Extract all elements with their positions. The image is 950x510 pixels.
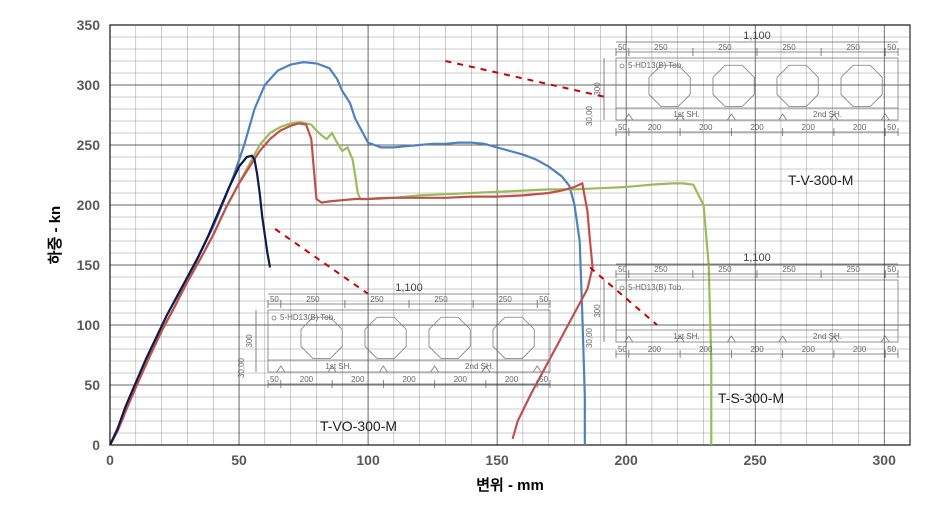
svg-text:200: 200 (699, 123, 713, 132)
svg-text:50: 50 (887, 345, 896, 354)
svg-text:100: 100 (77, 317, 101, 333)
svg-text:0: 0 (92, 437, 100, 453)
inset-ts: 1,10050250250250250505-HD13(B) Tob.30030… (578, 250, 908, 380)
svg-text:1,100: 1,100 (743, 30, 771, 42)
svg-text:1st SH.: 1st SH. (673, 110, 699, 119)
svg-text:250: 250 (498, 295, 512, 304)
svg-text:변위 - mm: 변위 - mm (476, 477, 544, 494)
svg-text:150: 150 (485, 452, 509, 468)
svg-text:250: 250 (718, 43, 732, 52)
svg-text:30,00: 30,00 (237, 357, 246, 378)
svg-text:50: 50 (270, 375, 279, 384)
svg-text:200: 200 (648, 345, 662, 354)
svg-text:200: 200 (802, 345, 816, 354)
svg-text:200: 200 (351, 375, 365, 384)
svg-text:5-HD13(B) Tob.: 5-HD13(B) Tob. (628, 283, 683, 292)
svg-text:1,100: 1,100 (395, 282, 423, 294)
svg-text:200: 200 (402, 375, 416, 384)
svg-text:200: 200 (505, 375, 519, 384)
svg-text:100: 100 (356, 452, 380, 468)
svg-text:250: 250 (654, 265, 668, 274)
svg-text:350: 350 (77, 17, 101, 33)
svg-text:300: 300 (593, 304, 602, 318)
svg-text:200: 200 (853, 123, 867, 132)
svg-text:50: 50 (618, 345, 627, 354)
svg-text:200: 200 (77, 197, 101, 213)
svg-text:1,100: 1,100 (743, 252, 771, 264)
svg-text:200: 200 (699, 345, 713, 354)
svg-text:200: 200 (300, 375, 314, 384)
svg-text:200: 200 (454, 375, 468, 384)
svg-text:300: 300 (873, 452, 897, 468)
svg-text:300: 300 (245, 334, 254, 348)
svg-text:50: 50 (539, 375, 548, 384)
svg-text:250: 250 (306, 295, 320, 304)
svg-text:200: 200 (750, 345, 764, 354)
svg-text:300: 300 (593, 82, 602, 96)
svg-text:200: 200 (614, 452, 638, 468)
svg-text:250: 250 (846, 43, 860, 52)
svg-text:250: 250 (743, 452, 767, 468)
svg-text:250: 250 (654, 43, 668, 52)
svg-text:50: 50 (84, 377, 100, 393)
svg-text:50: 50 (539, 295, 548, 304)
svg-text:30,00: 30,00 (585, 327, 594, 348)
svg-text:2nd SH.: 2nd SH. (465, 362, 494, 371)
svg-text:50: 50 (618, 123, 627, 132)
svg-text:250: 250 (434, 295, 448, 304)
inset-tvo: 1,10050250250250250505-HD13(B) Tob.30030… (230, 280, 560, 410)
svg-text:200: 200 (802, 123, 816, 132)
svg-text:50: 50 (231, 452, 247, 468)
svg-text:50: 50 (270, 295, 279, 304)
svg-text:250: 250 (782, 265, 796, 274)
svg-text:250: 250 (846, 265, 860, 274)
svg-text:250: 250 (370, 295, 384, 304)
svg-text:50: 50 (887, 123, 896, 132)
svg-text:250: 250 (718, 265, 732, 274)
inset-tv: 1,10050250250250250505-HD13(B) Tob.30030… (578, 28, 908, 158)
svg-text:1st SH.: 1st SH. (325, 362, 351, 371)
svg-text:하중 - kn: 하중 - kn (47, 206, 64, 264)
svg-text:300: 300 (77, 77, 101, 93)
label-inset-tvo: T-VO-300-M (320, 418, 397, 434)
svg-text:150: 150 (77, 257, 101, 273)
svg-text:200: 200 (853, 345, 867, 354)
label-inset-tv: T-V-300-M (788, 172, 853, 188)
svg-text:50: 50 (887, 43, 896, 52)
svg-text:200: 200 (648, 123, 662, 132)
label-inset-ts: T-S-300-M (718, 390, 784, 406)
svg-text:200: 200 (750, 123, 764, 132)
svg-text:0: 0 (106, 452, 114, 468)
svg-text:30,00: 30,00 (585, 105, 594, 126)
svg-text:250: 250 (77, 137, 101, 153)
svg-text:250: 250 (782, 43, 796, 52)
svg-text:50: 50 (618, 265, 627, 274)
svg-text:1st SH.: 1st SH. (673, 332, 699, 341)
svg-text:2nd SH.: 2nd SH. (813, 110, 842, 119)
svg-text:2nd SH.: 2nd SH. (813, 332, 842, 341)
svg-text:50: 50 (618, 43, 627, 52)
svg-text:50: 50 (887, 265, 896, 274)
